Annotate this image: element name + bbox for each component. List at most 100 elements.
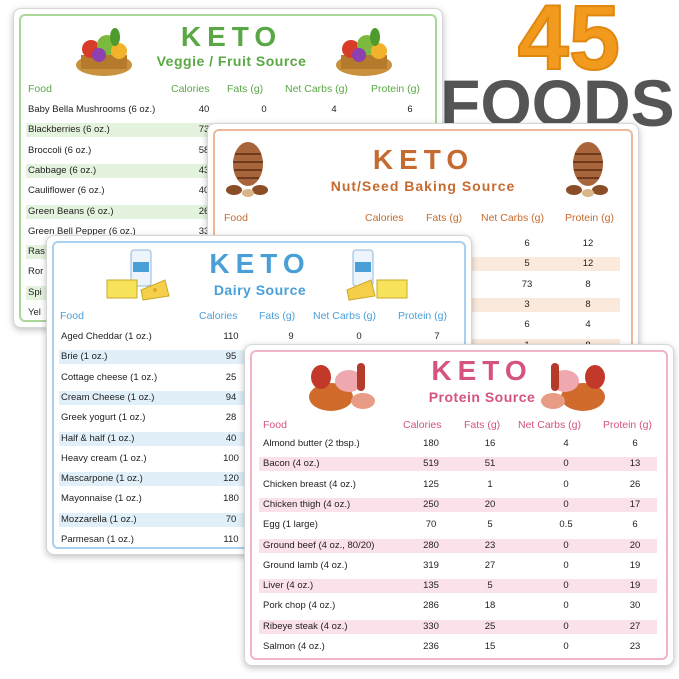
protein-cell: 6 — [632, 438, 638, 449]
protein-cell: 20 — [629, 539, 641, 551]
net-carbs-cell: 4 — [331, 104, 337, 115]
veggie-col-food: Food — [28, 83, 52, 95]
table-row: Ground beef (4 oz., 80/20) 280 23 0 20 — [259, 538, 657, 553]
fats-cell: 25 — [484, 620, 496, 632]
food-cell: Yel — [28, 307, 41, 318]
protein-cell: 27 — [629, 620, 641, 632]
table-row: Liver (4 oz.) 135 5 0 19 — [259, 579, 657, 594]
calories-cell: 26 — [198, 205, 210, 217]
calories-cell: 280 — [423, 539, 439, 551]
table-row: Egg (1 large) 70 5 0.5 6 — [259, 518, 657, 532]
food-cell: Ground lamb (4 oz.) — [263, 559, 348, 571]
protein-cell: 8 — [585, 278, 591, 290]
fats-cell: 15 — [484, 641, 496, 652]
net-carbs-cell: 0 — [563, 478, 569, 490]
table-row: Parmesan (1 oz.) 110 — [59, 533, 457, 547]
protein-cell: 8 — [585, 298, 591, 310]
calories-cell: 28 — [225, 412, 237, 424]
fats-cell: 27 — [484, 559, 496, 571]
table-row: Heavy cream (1 oz.) 100 — [59, 452, 457, 466]
nut-col-fats: Fats (g) — [426, 212, 463, 224]
calories-cell: 125 — [423, 478, 439, 490]
food-cell: Brie (1 oz.) — [61, 351, 108, 363]
food-cell: Parmesan (1 oz.) — [61, 534, 134, 545]
food-cell: Ras — [28, 246, 45, 258]
food-cell: Mayonnaise (1 oz.) — [61, 493, 142, 505]
food-cell: Half & half (1 oz.) — [61, 432, 135, 444]
calories-cell: 110 — [223, 534, 239, 545]
calories-cell: 70 — [225, 513, 237, 525]
table-row: Ror — [26, 265, 426, 279]
calories-cell: 40 — [198, 185, 210, 197]
food-cell: Pork chop (4 oz.) — [263, 600, 336, 612]
food-cell: Cottage cheese (1 oz.) — [61, 371, 158, 383]
protein-cell: 7 — [434, 331, 440, 342]
veggie-basket-icon-right — [329, 23, 399, 84]
food-cell: Mascarpone (1 oz.) — [61, 473, 143, 485]
table-row: Cauliflower (6 oz.) 40 — [26, 184, 426, 198]
nut-col-calories: Calories — [365, 212, 404, 224]
meat-icon-right — [535, 357, 615, 422]
table-row: 6 12 — [222, 237, 620, 251]
protein-card: KETO Protein Source Food Calories Fats (… — [244, 344, 674, 666]
net-carbs-cell: 0.5 — [559, 519, 573, 531]
fats-cell: 51 — [484, 458, 496, 470]
calories-cell: 43 — [198, 164, 210, 176]
nut-col-food: Food — [224, 212, 248, 224]
calories-cell: 58 — [198, 144, 210, 156]
meat-icon — [301, 357, 381, 422]
net-carbs-cell: 3 — [524, 298, 530, 310]
food-cell: Almond butter (2 tbsp.) — [263, 438, 360, 449]
calories-cell: 519 — [423, 458, 439, 470]
net-carbs-cell: 0 — [563, 600, 569, 612]
dairy-keto-title: KETO — [209, 248, 311, 279]
net-carbs-cell: 0 — [563, 539, 569, 551]
table-row: Bacon (4 oz.) 519 51 0 13 — [259, 457, 657, 472]
table-row: Chicken thigh (4 oz.) 250 20 0 17 — [259, 497, 657, 512]
dairy-col-food: Food — [60, 310, 84, 322]
food-cell: Cabbage (6 oz.) — [28, 164, 97, 176]
food-cell: Cauliflower (6 oz.) — [28, 185, 105, 197]
table-row: Broccoli (6 oz.) 58 — [26, 144, 426, 158]
fats-cell: 9 — [288, 331, 294, 342]
net-carbs-cell: 5 — [524, 258, 530, 270]
calories-cell: 120 — [223, 473, 239, 485]
net-carbs-cell: 73 — [521, 278, 533, 290]
protein-keto-title: KETO — [431, 355, 533, 386]
count-number: 45 — [517, 0, 621, 89]
food-cell: Ror — [28, 266, 44, 278]
calories-cell: 180 — [223, 493, 239, 505]
fats-cell: 1 — [487, 478, 493, 490]
dairy-col-carbs: Net Carbs (g) — [313, 310, 377, 322]
table-row: Almond butter (2 tbsp.) 180 16 4 6 — [259, 437, 657, 451]
protein-cell: 13 — [629, 458, 641, 470]
calories-cell: 95 — [225, 351, 237, 363]
protein-cell: 30 — [629, 600, 641, 612]
food-cell: Liver (4 oz.) — [263, 580, 314, 592]
food-cell: Broccoli (6 oz.) — [28, 144, 92, 156]
calories-cell: 33 — [198, 225, 210, 237]
calories-cell: 100 — [223, 452, 239, 464]
net-carbs-cell: 4 — [563, 438, 569, 449]
table-row: Chicken breast (4 oz.) 125 1 0 26 — [259, 478, 657, 492]
fats-cell: 18 — [484, 600, 496, 612]
net-carbs-cell: 0 — [563, 620, 569, 632]
food-cell: Ground beef (4 oz., 80/20) — [263, 539, 375, 551]
food-cell: Cream Cheese (1 oz.) — [61, 391, 155, 403]
veggie-col-carbs: Net Carbs (g) — [285, 83, 349, 95]
dairy-subtitle: Dairy Source — [213, 282, 307, 298]
table-row: Mayonnaise (1 oz.) 180 — [59, 492, 457, 506]
food-cell: Spi — [28, 286, 42, 298]
protein-cell: 12 — [582, 238, 594, 249]
veggie-col-protein: Protein (g) — [371, 83, 421, 95]
veggie-subtitle: Veggie / Fruit Source — [156, 53, 307, 69]
food-cell: Heavy cream (1 oz.) — [61, 452, 147, 464]
net-carbs-cell: 0 — [563, 641, 569, 652]
fats-cell: 16 — [484, 438, 496, 449]
veggie-basket-icon — [69, 23, 139, 84]
nut-keto-title: KETO — [372, 144, 475, 175]
protein-col-calories: Calories — [403, 419, 442, 431]
dairy-col-fats: Fats (g) — [259, 310, 296, 322]
net-carbs-cell: 6 — [524, 319, 530, 331]
